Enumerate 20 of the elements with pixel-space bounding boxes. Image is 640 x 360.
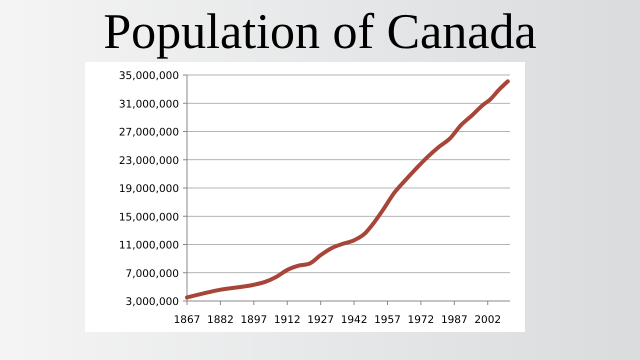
x-tick-label: 1942 xyxy=(340,314,368,326)
x-tick-label: 1927 xyxy=(307,314,334,326)
x-tick-label: 2002 xyxy=(474,314,502,326)
y-tick-label: 7,000,000 xyxy=(126,268,179,280)
y-tick-label: 35,000,000 xyxy=(118,70,179,82)
x-tick-label: 1867 xyxy=(174,314,200,326)
y-tick-label: 19,000,000 xyxy=(118,183,179,195)
y-tick-label: 31,000,000 xyxy=(118,98,179,110)
y-tick-label: 23,000,000 xyxy=(118,154,179,167)
x-tick-label: 1882 xyxy=(207,314,234,326)
x-tick-label: 1912 xyxy=(274,314,301,326)
y-tick-label: 11,000,000 xyxy=(118,240,179,252)
y-tick-label: 3,000,000 xyxy=(126,296,179,308)
x-tick-label: 1957 xyxy=(374,314,401,326)
x-tick-label: 1972 xyxy=(408,314,434,326)
x-tick-label: 1987 xyxy=(440,314,468,326)
chart-title: Population of Canada xyxy=(103,3,537,59)
y-tick-label: 15,000,000 xyxy=(118,211,179,224)
y-tick-label: 27,000,000 xyxy=(118,126,179,138)
x-tick-label: 1897 xyxy=(240,314,268,326)
